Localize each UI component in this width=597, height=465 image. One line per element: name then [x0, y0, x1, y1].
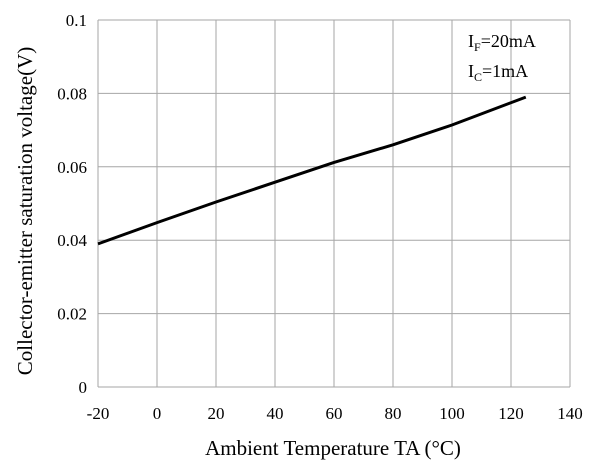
x-tick-label: 120 [498, 404, 524, 423]
x-tick-label: 40 [267, 404, 284, 423]
x-tick-labels: -20 0 20 40 60 80 100 120 140 [87, 404, 583, 423]
series-line-0 [97, 95, 527, 246]
x-tick-label: -20 [87, 404, 110, 423]
x-tick-label: 60 [326, 404, 343, 423]
condition-label-1: IC=1mA [468, 61, 528, 84]
x-tick-label: 20 [208, 404, 225, 423]
x-tick-label: 0 [153, 404, 162, 423]
y-tick-label: 0.02 [57, 305, 87, 324]
x-axis-label: Ambient Temperature TA (°C) [205, 436, 461, 460]
y-axis-label: Collector-emitter saturation voltage(V) [13, 47, 37, 375]
y-tick-label: 0.06 [57, 158, 87, 177]
y-tick-label: 0 [79, 378, 88, 397]
data-series [97, 95, 527, 246]
x-tick-label: 80 [385, 404, 402, 423]
y-tick-label: 0.1 [66, 11, 87, 30]
y-tick-labels: 0 0.02 0.04 0.06 0.08 0.1 [57, 11, 87, 397]
x-tick-label: 140 [557, 404, 583, 423]
y-tick-label: 0.08 [57, 84, 87, 103]
condition-label-0: IF=20mA [468, 31, 536, 54]
grid [97, 19, 571, 388]
x-tick-label: 100 [439, 404, 465, 423]
y-tick-label: 0.04 [57, 231, 87, 250]
annotations: IF=20mA IC=1mA [468, 31, 536, 84]
